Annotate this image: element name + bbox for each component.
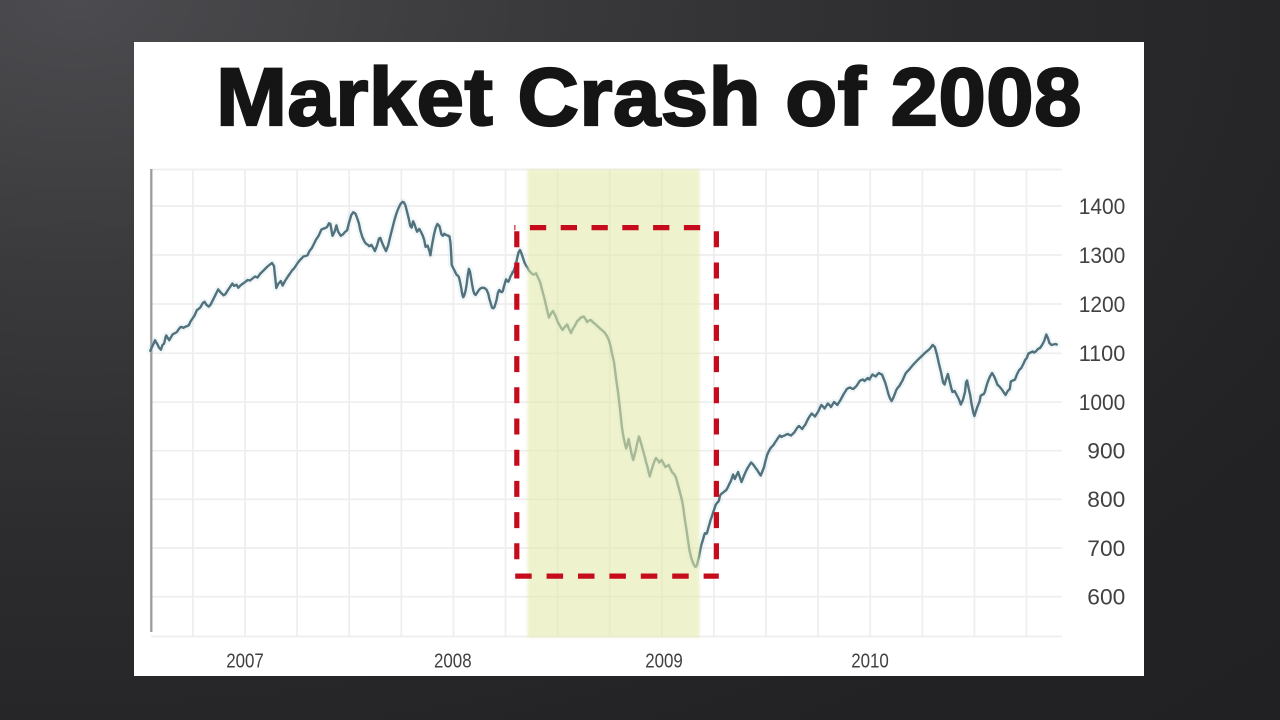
svg-text:600: 600 (1087, 585, 1125, 610)
svg-text:1400: 1400 (1079, 194, 1126, 219)
svg-text:1200: 1200 (1079, 292, 1126, 317)
svg-text:1000: 1000 (1079, 390, 1126, 415)
svg-text:900: 900 (1087, 439, 1125, 464)
svg-text:2007: 2007 (226, 650, 264, 672)
svg-text:2010: 2010 (851, 650, 889, 672)
svg-text:1100: 1100 (1079, 341, 1126, 366)
svg-text:800: 800 (1087, 487, 1125, 512)
svg-text:700: 700 (1087, 536, 1125, 561)
svg-text:2009: 2009 (645, 650, 683, 672)
svg-text:1300: 1300 (1079, 243, 1126, 268)
svg-text:2008: 2008 (434, 650, 472, 672)
